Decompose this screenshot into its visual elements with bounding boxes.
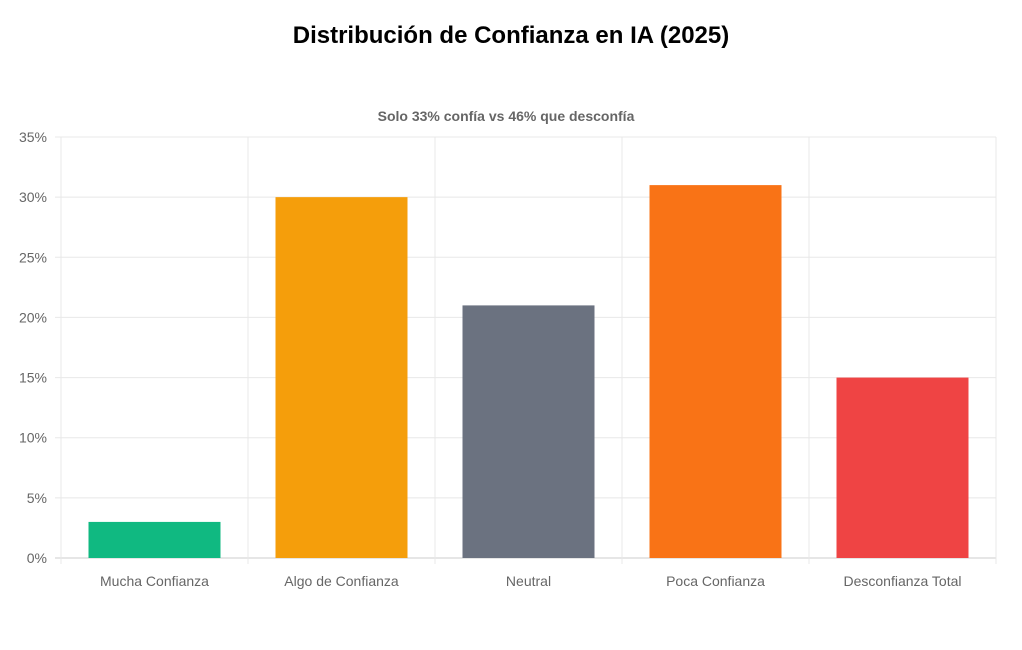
y-tick-label: 30%: [19, 189, 47, 205]
y-tick-label: 20%: [19, 309, 47, 325]
y-tick-label: 35%: [19, 129, 47, 145]
y-tick-label: 5%: [27, 490, 47, 506]
y-tick-label: 10%: [19, 430, 47, 446]
chart-subtitle: Solo 33% confía vs 46% que desconfía: [378, 108, 635, 124]
page-title: Distribución de Confianza en IA (2025): [292, 22, 730, 49]
y-tick-label: 15%: [19, 370, 47, 386]
x-tick-label: Algo de Confianza: [284, 573, 399, 589]
bar-desconfianza-total: [836, 377, 969, 558]
x-tick-label: Neutral: [506, 573, 551, 589]
bar-algo-de-confianza: [275, 197, 408, 558]
y-tick-label: 0%: [27, 550, 47, 566]
x-tick-label: Poca Confianza: [666, 573, 765, 589]
x-tick-label: Mucha Confianza: [100, 573, 209, 589]
bar-mucha-confianza: [88, 521, 221, 558]
y-tick-label: 25%: [19, 249, 47, 265]
bar-poca-confianza: [649, 185, 782, 558]
x-tick-label: Desconfianza Total: [843, 573, 961, 589]
bar-neutral: [462, 305, 595, 558]
